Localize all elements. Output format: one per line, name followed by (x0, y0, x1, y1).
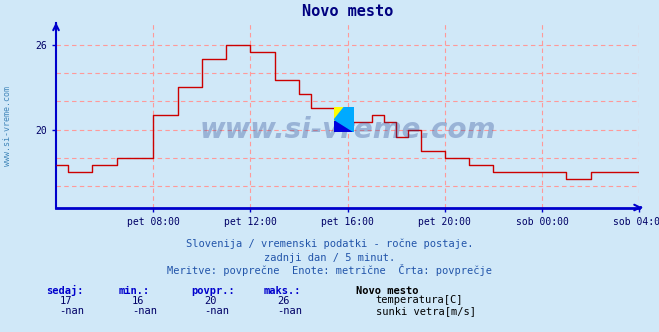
Text: www.si-vreme.com: www.si-vreme.com (3, 86, 13, 166)
Text: 16: 16 (132, 296, 144, 306)
Text: zadnji dan / 5 minut.: zadnji dan / 5 minut. (264, 253, 395, 263)
Text: Novo mesto: Novo mesto (356, 286, 418, 296)
Text: temperatura[C]: temperatura[C] (376, 295, 463, 305)
Text: Meritve: povprečne  Enote: metrične  Črta: povprečje: Meritve: povprečne Enote: metrične Črta:… (167, 264, 492, 276)
Polygon shape (335, 107, 355, 132)
Text: min.:: min.: (119, 286, 150, 296)
Text: -nan: -nan (59, 306, 84, 316)
Text: povpr.:: povpr.: (191, 286, 235, 296)
Text: sunki vetra[m/s]: sunki vetra[m/s] (376, 306, 476, 316)
Text: 20: 20 (204, 296, 217, 306)
Text: -nan: -nan (204, 306, 229, 316)
Text: www.si-vreme.com: www.si-vreme.com (200, 116, 496, 144)
Text: -nan: -nan (277, 306, 302, 316)
Polygon shape (335, 107, 344, 120)
Text: maks.:: maks.: (264, 286, 301, 296)
Polygon shape (335, 107, 355, 132)
Text: 17: 17 (59, 296, 72, 306)
Text: sedaj:: sedaj: (46, 285, 84, 296)
Text: 26: 26 (277, 296, 289, 306)
Text: Slovenija / vremenski podatki - ročne postaje.: Slovenija / vremenski podatki - ročne po… (186, 239, 473, 249)
Title: Novo mesto: Novo mesto (302, 4, 393, 19)
Text: -nan: -nan (132, 306, 157, 316)
